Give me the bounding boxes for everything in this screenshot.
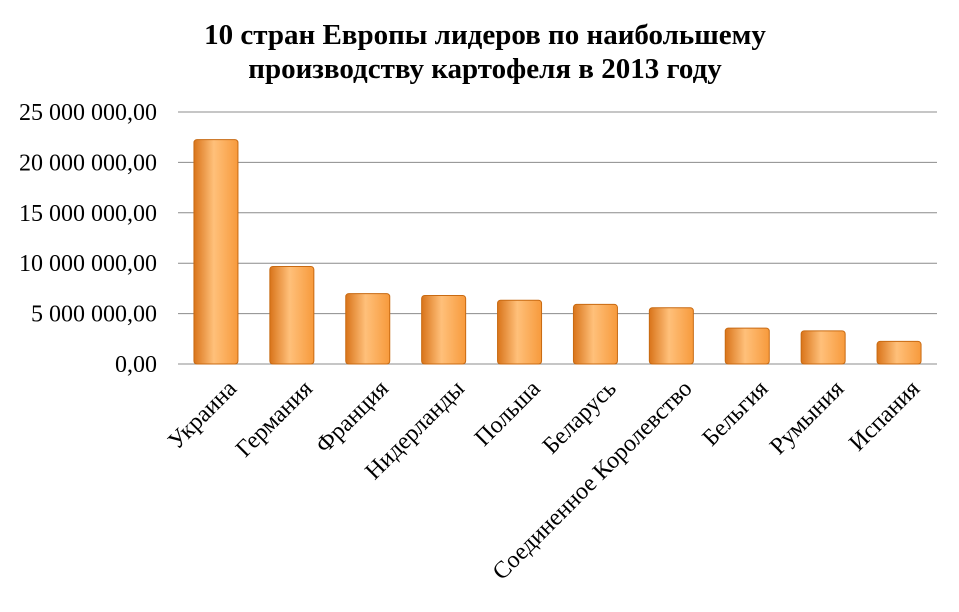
bar-9 (876, 340, 922, 365)
chart-title-line-1: 10 стран Европы лидеров по наибольшему (204, 19, 766, 51)
y-tick-label-0: 0,00 (115, 352, 157, 378)
y-axis-tick-labels: 0,00 5 000 000,00 10 000 000,00 15 000 000,… (19, 100, 157, 378)
bar-2 (345, 293, 391, 365)
y-tick-label-3: 15 000 000,00 (19, 201, 157, 227)
x-tick-label-0: Украина (163, 375, 242, 454)
chart-title-line-2: производству картофеля в 2013 году (248, 53, 722, 85)
y-tick-label-4: 20 000 000,00 (19, 150, 157, 176)
bar-6 (648, 307, 694, 365)
x-tick-label-8: Румыния (765, 376, 849, 460)
x-tick-label-4: Польша (470, 375, 546, 451)
bar-1 (269, 266, 315, 365)
bar-4 (497, 299, 543, 365)
y-tick-label-2: 10 000 000,00 (19, 251, 157, 277)
bar-7 (724, 327, 770, 365)
bars (193, 139, 922, 365)
bar-0 (193, 139, 239, 365)
bar-8 (800, 330, 846, 365)
x-tick-label-1: Германия (231, 376, 318, 463)
y-tick-label-1: 5 000 000,00 (31, 302, 157, 328)
bar-3 (421, 294, 467, 365)
bar-5 (572, 303, 618, 365)
y-tick-label-5: 25 000 000,00 (19, 100, 157, 126)
x-tick-label-9: Испания (844, 376, 925, 457)
x-tick-label-7: Бельгия (698, 376, 774, 452)
